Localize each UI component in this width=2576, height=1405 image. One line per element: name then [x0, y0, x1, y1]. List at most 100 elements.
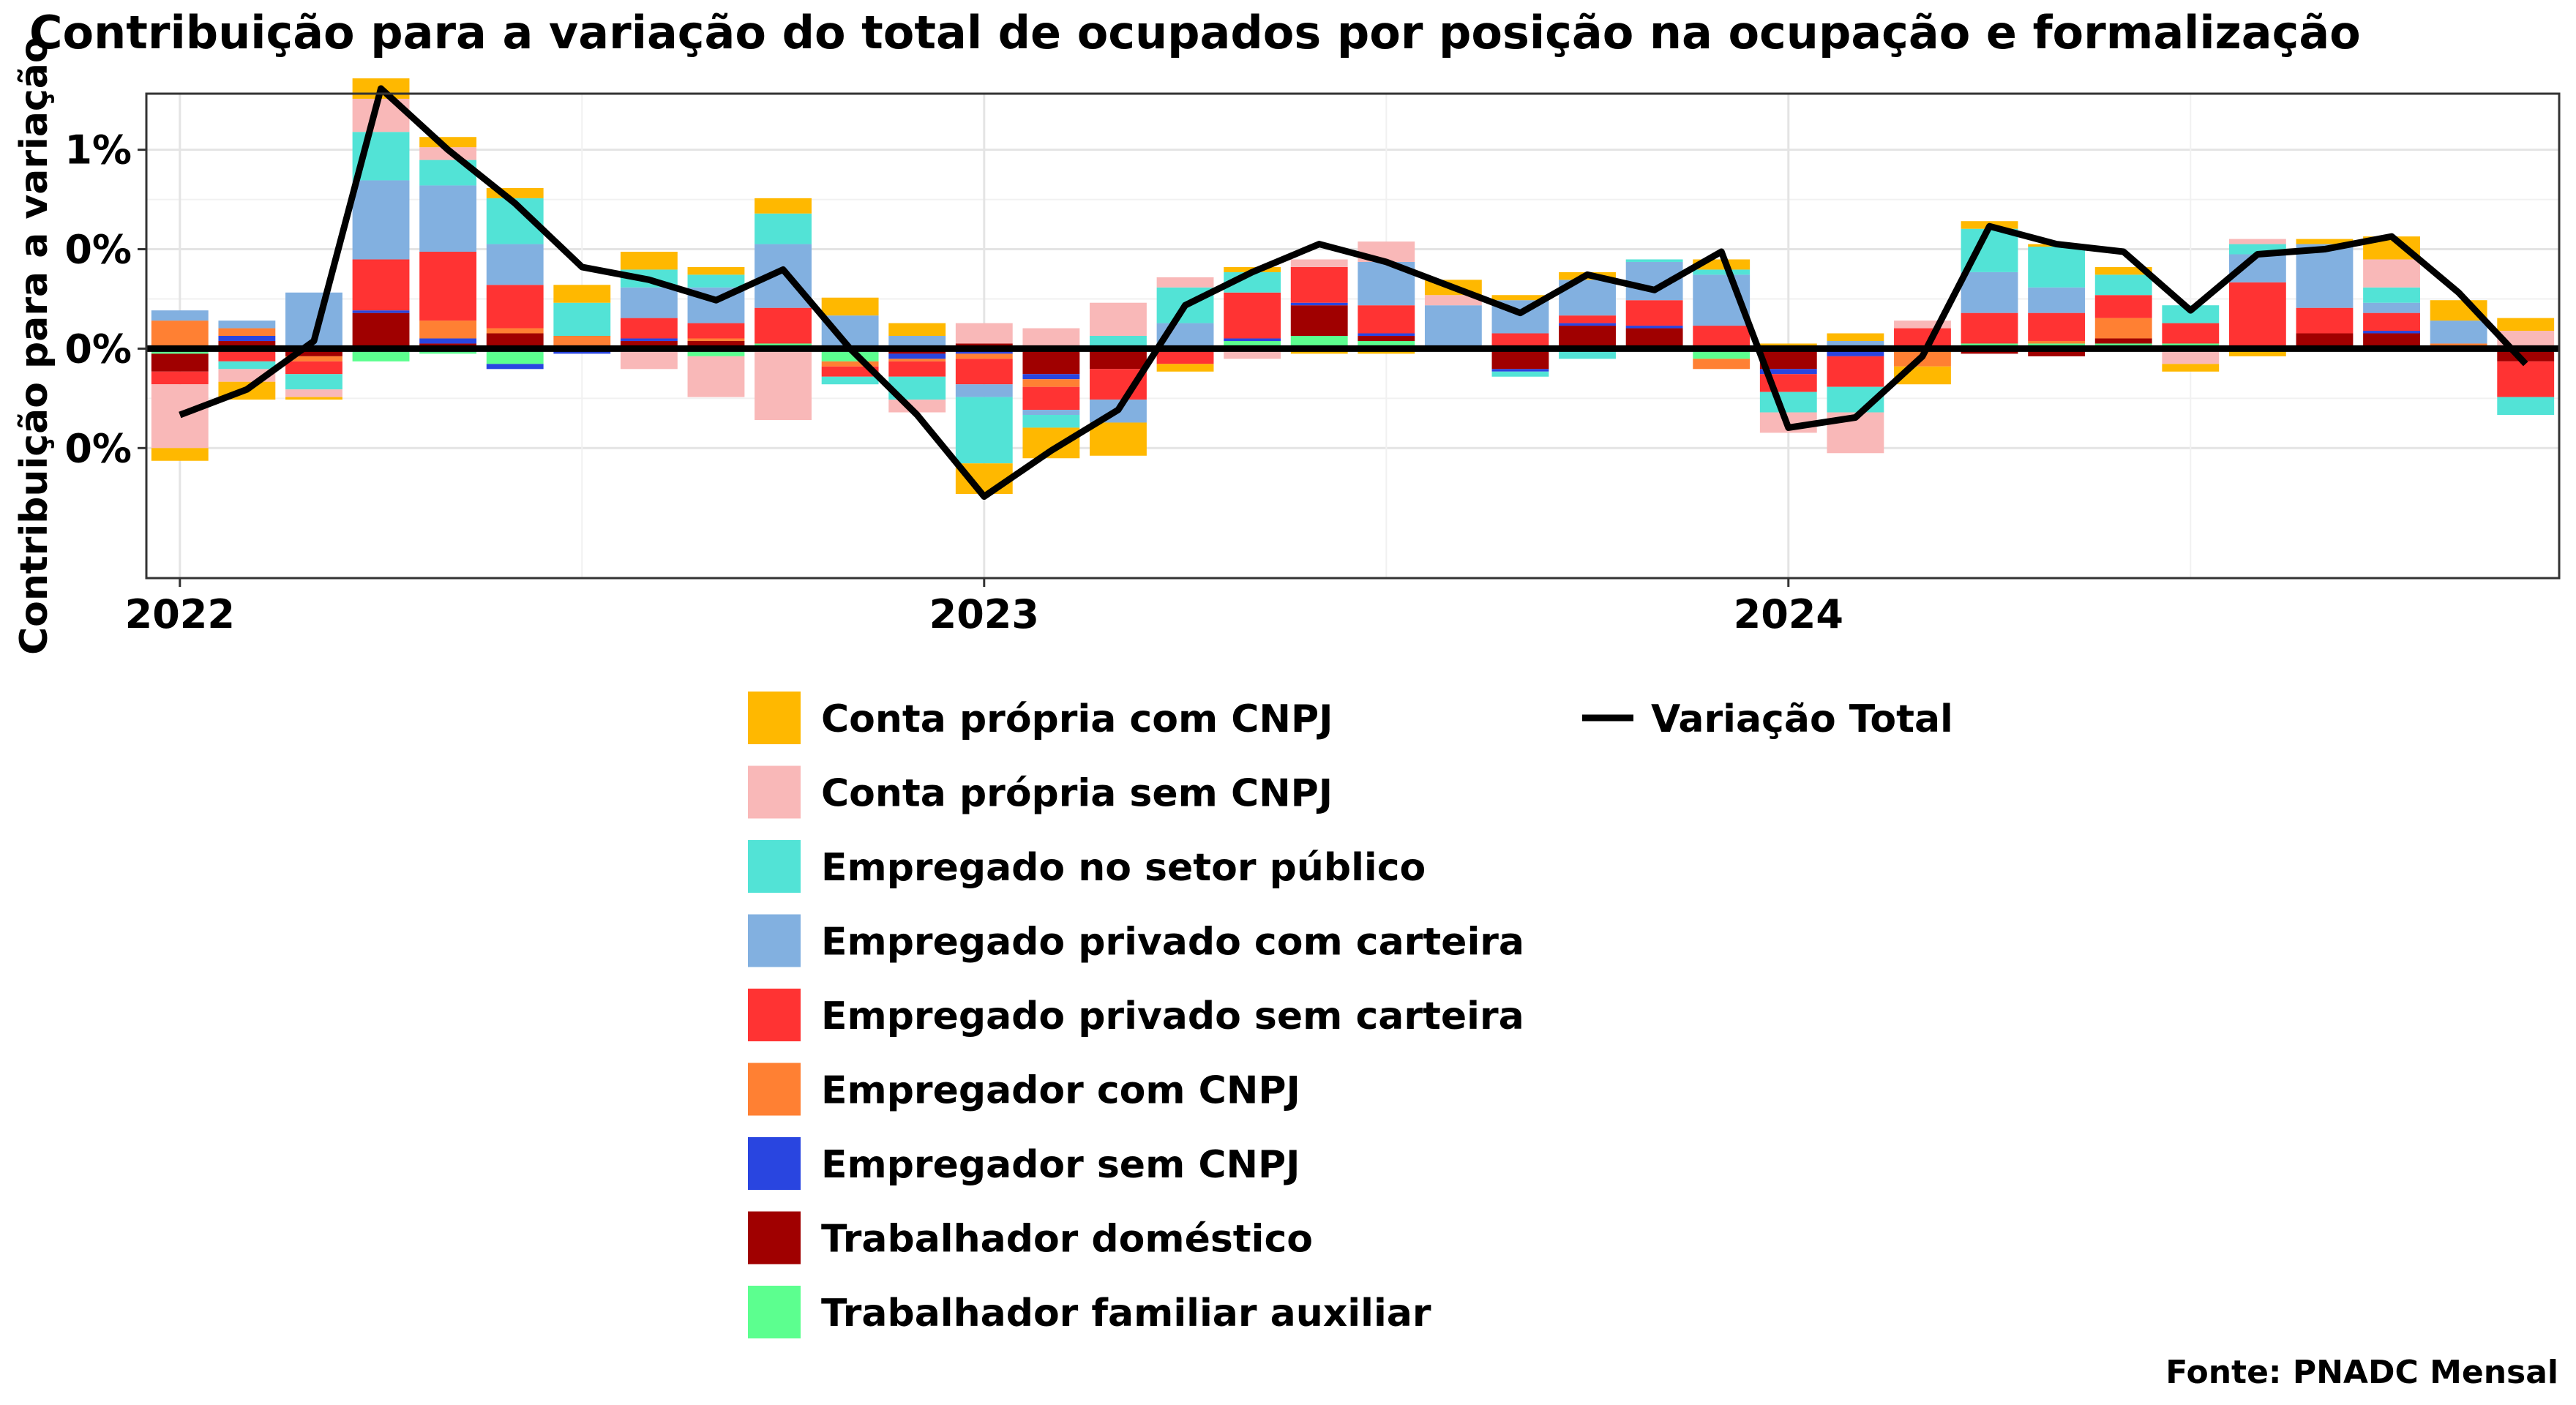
bar-segment [955, 353, 1013, 359]
legend-label: Trabalhador doméstico [821, 1218, 1313, 1262]
bar-segment [1961, 312, 2018, 344]
bar-segment [1022, 386, 1080, 411]
bar-segment [1491, 333, 1549, 346]
bar-segment [1358, 340, 1415, 349]
bar-segment [687, 348, 745, 356]
bar-segment [2296, 239, 2354, 244]
bar-segment [2228, 282, 2286, 349]
bar-segment [2028, 287, 2086, 313]
bar-segment [486, 348, 544, 364]
bar-segment [553, 302, 611, 336]
bar-segment [2228, 239, 2286, 244]
legend-label: Empregador com CNPJ [821, 1069, 1300, 1113]
bar-segment [1827, 356, 1884, 387]
bar-segment [1022, 348, 1080, 375]
legend-label: Conta própria com CNPJ [821, 697, 1333, 741]
bar-segment [687, 356, 745, 397]
bar-segment [1491, 371, 1549, 377]
bar-segment [755, 348, 812, 420]
bar-segment [352, 312, 410, 349]
bar-segment [2363, 312, 2420, 331]
bar-segment [151, 310, 209, 321]
bar-segment [1625, 300, 1683, 326]
legend-swatch [748, 914, 801, 967]
bar-segment [285, 361, 342, 375]
legend-swatch [748, 765, 801, 819]
bar-segment [151, 448, 209, 461]
bar-segment [285, 397, 342, 400]
bar-segment [1290, 259, 1348, 267]
bar-segment [1022, 410, 1080, 416]
bar-segment [1156, 348, 1214, 364]
bar-segment [218, 321, 276, 329]
bar-segment [2228, 348, 2286, 356]
bar-segment [687, 274, 745, 288]
y-tick-label: 0% [64, 326, 132, 372]
bar-segment [285, 348, 342, 356]
bar-segment [687, 323, 745, 339]
bar-segment [2363, 287, 2420, 303]
x-tick-label: 2024 [1734, 591, 1843, 637]
legend-label: Trabalhador familiar auxiliar [821, 1292, 1431, 1335]
bar-segment [687, 266, 745, 275]
y-tick-label: 0% [64, 425, 132, 471]
bar-segment [553, 285, 611, 303]
plot-border [145, 92, 2561, 580]
bar-segment [218, 336, 276, 341]
bar-segment [2028, 312, 2086, 341]
bar-segment [352, 310, 410, 313]
bar-segment [687, 340, 745, 349]
y-tick-label: 1% [64, 127, 132, 173]
bar-segment [1693, 269, 1751, 275]
x-axis-ticks: 2022 2023 2024 [125, 578, 1843, 637]
bar-segment [2162, 364, 2220, 372]
bar-segment [955, 384, 1013, 397]
source-note: Fonte: PNADC Mensal [2165, 1354, 2558, 1391]
bar-segment [486, 244, 544, 285]
legend: Conta própria com CNPJ Conta própria sem … [748, 692, 1953, 1338]
y-tick-label: 0% [64, 227, 132, 273]
bar-segment [821, 366, 879, 377]
bar-segment [2162, 323, 2220, 344]
bar-segment [2094, 266, 2152, 275]
bar-segment [285, 374, 342, 390]
bar-segment [1290, 266, 1348, 303]
legend-label: Empregado privado com carteira [821, 921, 1524, 964]
bar-segment [620, 340, 678, 349]
bar-segment [1358, 336, 1415, 341]
x-tick-label: 2023 [929, 591, 1039, 637]
bar-segment [2094, 338, 2152, 344]
legend-swatch [748, 692, 801, 744]
bar-segment [1559, 326, 1616, 349]
bar-segment [2363, 331, 2420, 334]
chart-title: Contribuição para a variação do total de… [29, 6, 2361, 59]
bar-segment [2028, 247, 2086, 288]
bar-segment [755, 198, 812, 214]
bar-segment [1358, 333, 1415, 336]
bar-segment [955, 397, 1013, 464]
bar-segment [1022, 328, 1080, 349]
bar-segment [955, 323, 1013, 344]
bar-segment [419, 185, 477, 252]
bar-segment [2094, 318, 2152, 339]
bar-segment [1759, 369, 1817, 375]
bar-segment [1491, 295, 1549, 301]
bar-segment [2296, 244, 2354, 308]
x-tick-label: 2022 [125, 591, 235, 637]
legend-swatch [748, 840, 801, 893]
bar-segment [620, 287, 678, 318]
bar-segment [1827, 348, 1884, 356]
bar-segment [1559, 315, 1616, 323]
bar-segment [1625, 328, 1683, 349]
bar-segment [620, 348, 678, 370]
bar-segment [419, 321, 477, 339]
bar-segment [687, 338, 745, 341]
bar-segment [1156, 364, 1214, 372]
bar-segment [2430, 321, 2487, 344]
bar-segment [285, 356, 342, 361]
bar-segment [1290, 302, 1348, 306]
bar-segment [2363, 333, 2420, 349]
bar-segment [1759, 391, 1817, 413]
bar-segment [1358, 305, 1415, 334]
bar-segment [352, 259, 410, 311]
